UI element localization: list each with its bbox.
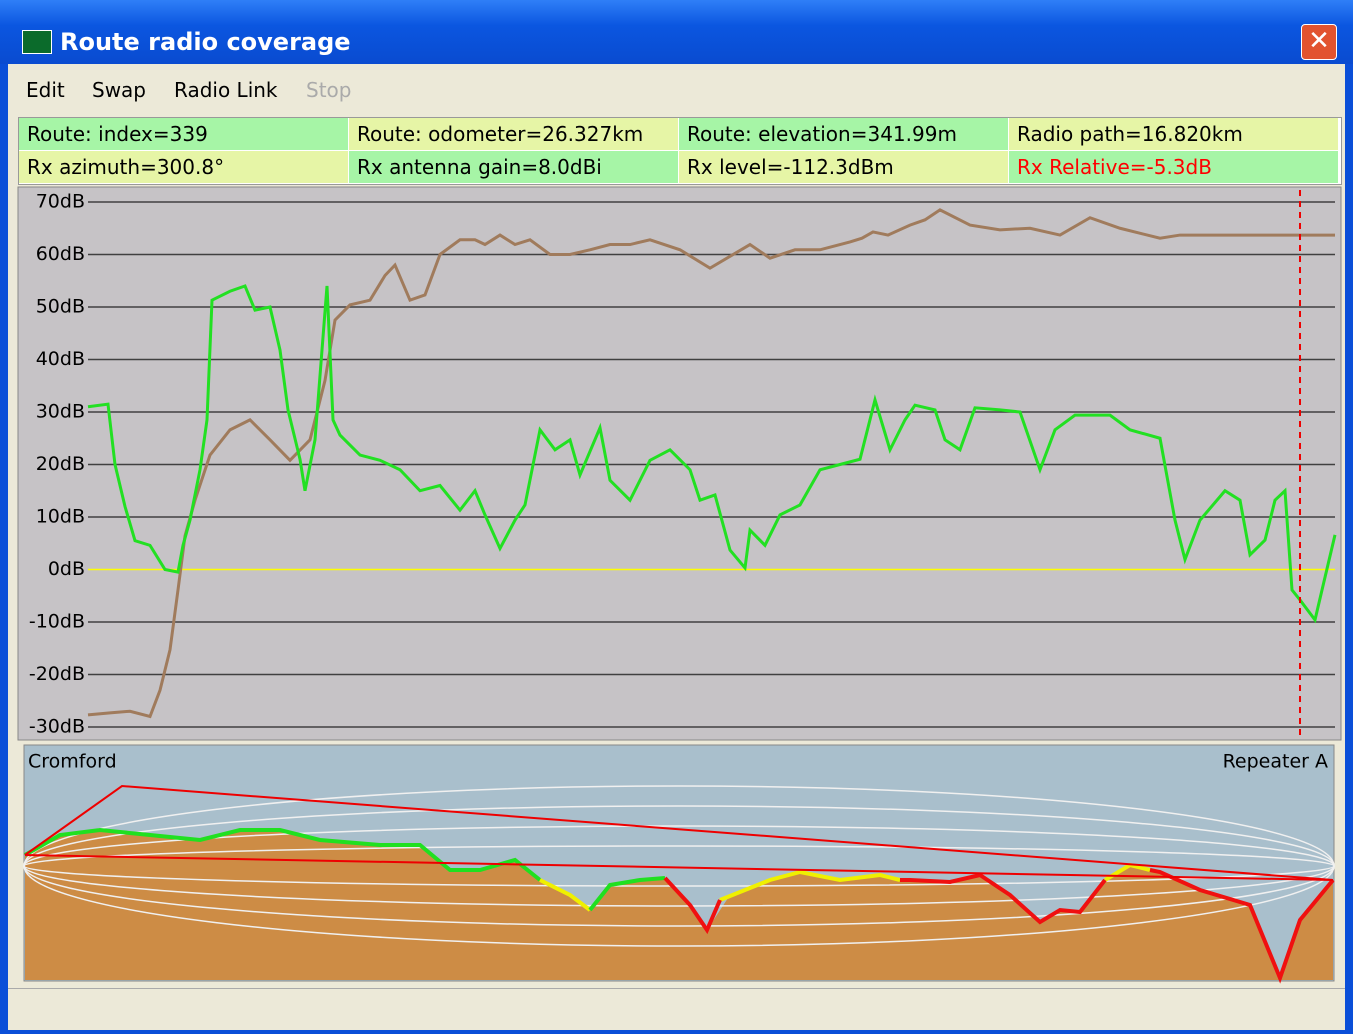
profile-left-label: Cromford (28, 751, 117, 773)
y-tick-label: 0dB (48, 558, 85, 580)
y-tick-label: -10dB (29, 611, 85, 633)
profile-right-label: Repeater A (1223, 751, 1328, 773)
y-tick-label: -20dB (29, 663, 85, 685)
window: Route radio coverage ✕ Edit Swap Radio L… (0, 0, 1353, 1034)
y-tick-label: 60dB (36, 243, 85, 265)
y-tick-label: 20dB (36, 453, 85, 475)
y-tick-label: 70dB (36, 191, 85, 213)
y-tick-label: 40dB (36, 348, 85, 370)
y-tick-label: 50dB (36, 296, 85, 318)
y-tick-label: -30dB (29, 716, 85, 738)
y-tick-label: 30dB (36, 401, 85, 423)
y-tick-label: 10dB (36, 506, 85, 528)
chart: -30dB -20dB -10dB 0dB 10dB 20dB 30dB 40dB 50dB 60… (0, 0, 1353, 990)
plot-area (18, 187, 1341, 740)
status-bar (8, 988, 1345, 1029)
